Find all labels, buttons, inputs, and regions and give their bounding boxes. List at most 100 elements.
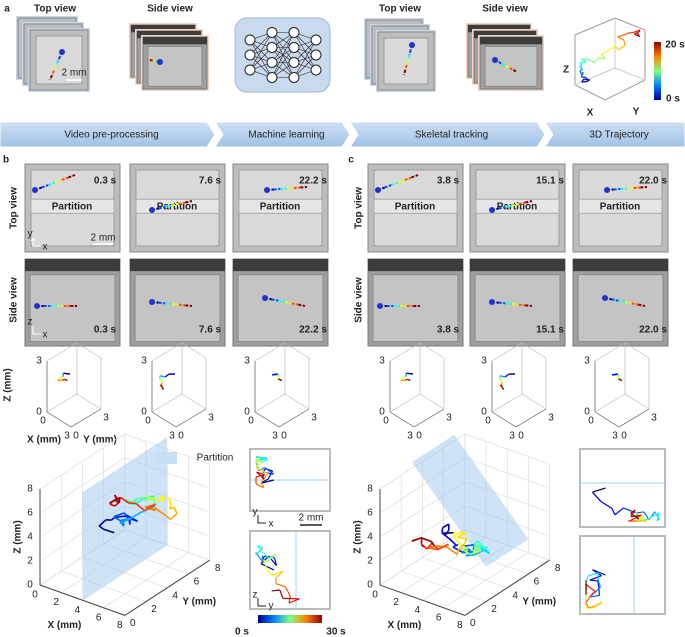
fish-skeleton bbox=[525, 200, 533, 204]
trajectory-segment bbox=[579, 61, 587, 64]
axis-line bbox=[46, 342, 78, 362]
trajectory-segment bbox=[598, 57, 606, 60]
trajectory-segment bbox=[611, 508, 616, 516]
network-edge bbox=[293, 39, 317, 78]
grid-line bbox=[124, 559, 210, 616]
partition-label: Partition bbox=[497, 202, 538, 213]
axis-line bbox=[46, 411, 72, 428]
network-node bbox=[266, 72, 278, 83]
y-tick: 0 bbox=[130, 618, 136, 629]
trajectory-segment bbox=[426, 542, 433, 550]
trajectory-segment bbox=[480, 547, 490, 555]
fish-skeleton bbox=[518, 201, 526, 205]
pipeline-label: Machine learning bbox=[248, 130, 324, 141]
fish-head bbox=[602, 295, 608, 301]
trajectory-segment bbox=[427, 546, 438, 551]
trajectory-segment bbox=[168, 499, 172, 506]
network-node bbox=[288, 57, 300, 68]
axis-line bbox=[389, 411, 415, 428]
trajectory-segment bbox=[617, 36, 625, 41]
trajectory-segment bbox=[159, 375, 166, 378]
network-node bbox=[266, 27, 278, 38]
y-tick: 4 bbox=[512, 590, 518, 601]
fish-skeleton bbox=[51, 70, 55, 76]
z-tick: 4 bbox=[27, 532, 33, 543]
trajectory-segment bbox=[630, 509, 636, 514]
z-tick: 2 bbox=[27, 556, 33, 567]
fish-head bbox=[375, 187, 381, 193]
trajectory-segment bbox=[160, 384, 165, 390]
trajectory-segment bbox=[255, 456, 268, 461]
fish-head bbox=[377, 303, 383, 309]
network-node bbox=[288, 72, 300, 83]
axis-line bbox=[181, 393, 207, 410]
axis-line bbox=[76, 393, 102, 410]
fish-head bbox=[59, 49, 65, 55]
z-tick: 3 bbox=[244, 356, 250, 367]
x-tick: 6 bbox=[96, 612, 102, 623]
axis-line bbox=[254, 342, 286, 362]
trajectory-segment bbox=[585, 76, 590, 82]
label: 20 s bbox=[665, 40, 685, 51]
fish-skeleton bbox=[47, 181, 56, 186]
trajectory-segment bbox=[442, 523, 450, 529]
trajectory-segment bbox=[144, 494, 155, 500]
trajectory-segment bbox=[153, 507, 166, 516]
trajectory-segment bbox=[617, 374, 620, 377]
trajectory-segment bbox=[411, 537, 422, 542]
y-tick: 0 bbox=[470, 618, 476, 629]
network-node bbox=[310, 34, 322, 46]
y-tick: 0 bbox=[621, 431, 627, 442]
trajectory-segment bbox=[257, 545, 262, 551]
fish-skeleton bbox=[178, 201, 186, 205]
axis-line bbox=[491, 342, 523, 362]
label: Top view bbox=[9, 187, 20, 229]
label: Z (mm) bbox=[353, 520, 364, 553]
fish-skeleton bbox=[178, 303, 186, 307]
x-tick: 3 bbox=[64, 431, 70, 442]
trajectory-segment bbox=[284, 586, 291, 597]
trajectory-segment bbox=[142, 497, 146, 502]
trajectory-segment bbox=[456, 543, 459, 547]
trajectory-segment bbox=[421, 537, 432, 543]
trajectory-segment bbox=[129, 517, 138, 522]
label: X (mm) bbox=[27, 435, 61, 446]
label: Side view bbox=[9, 277, 20, 323]
tank-side bbox=[372, 274, 459, 343]
grid-line bbox=[464, 433, 550, 465]
axis-line bbox=[254, 411, 280, 428]
fish-skeleton bbox=[54, 179, 63, 184]
fish-skeleton bbox=[404, 176, 412, 181]
pipeline-step bbox=[214, 121, 351, 148]
fish-skeleton bbox=[158, 206, 166, 210]
fish-skeleton bbox=[278, 299, 286, 303]
axis-line bbox=[181, 342, 207, 359]
colorbar bbox=[258, 615, 322, 623]
network-node bbox=[288, 27, 300, 38]
x-tick: 3 bbox=[509, 431, 515, 442]
label: Side view bbox=[354, 277, 365, 323]
time-label: 0.3 s bbox=[94, 176, 117, 187]
trajectory-segment bbox=[255, 458, 258, 465]
fish-head bbox=[409, 42, 415, 48]
y-tick: 0 bbox=[178, 431, 184, 442]
trajectory-segment bbox=[588, 605, 595, 609]
trajectory-segment bbox=[164, 373, 170, 378]
trajectory-segment bbox=[153, 498, 157, 502]
fish-skeleton bbox=[284, 301, 292, 305]
grid-line bbox=[39, 457, 125, 514]
trajectory-segment bbox=[164, 514, 171, 520]
trajectory-segment bbox=[135, 503, 146, 512]
fish-head bbox=[149, 299, 155, 305]
fish-skeleton bbox=[405, 59, 409, 66]
fish-skeleton bbox=[384, 184, 392, 189]
trajectory-segment bbox=[629, 514, 642, 522]
fish-skeleton bbox=[300, 186, 308, 189]
label: c bbox=[348, 155, 354, 166]
trajectory-segment bbox=[169, 506, 175, 510]
fish-skeleton bbox=[505, 302, 513, 305]
trajectory-segment bbox=[600, 53, 606, 60]
x-tick: 0 bbox=[145, 416, 151, 427]
fish-skeleton bbox=[67, 174, 76, 179]
trajectory-segment bbox=[113, 494, 118, 500]
